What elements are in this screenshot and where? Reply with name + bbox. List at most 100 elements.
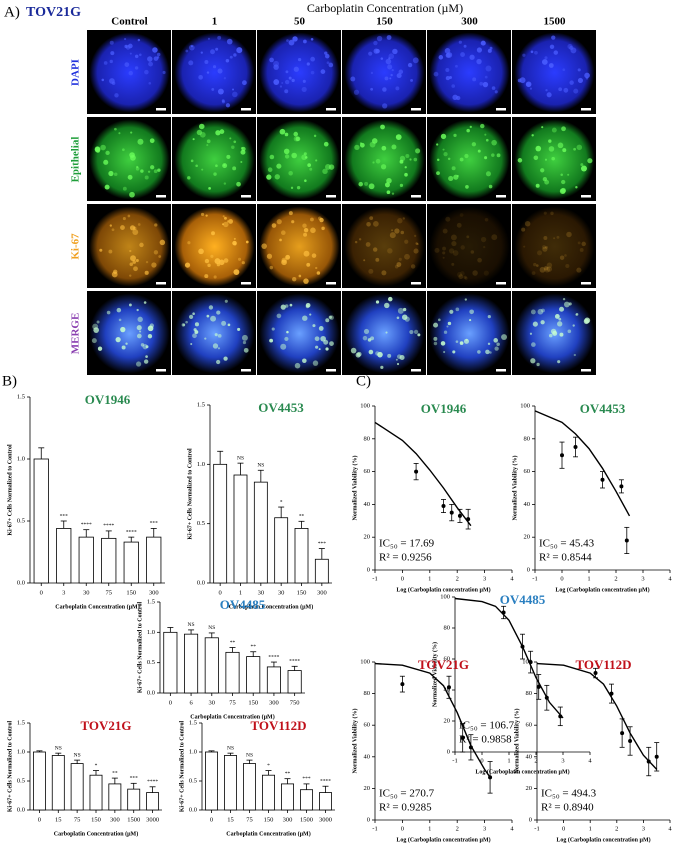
- cell-spot: [551, 156, 555, 161]
- scale-bar: [241, 369, 251, 372]
- cell-spot: [310, 70, 315, 75]
- data-point: [619, 484, 624, 489]
- y-tick-label: 0: [527, 566, 530, 573]
- cell-spot: [577, 77, 583, 84]
- x-tick-label: 300: [269, 699, 279, 706]
- cell-spot: [113, 172, 118, 177]
- cell-spot: [416, 243, 419, 246]
- cell-spot: [210, 49, 215, 55]
- bar: [56, 528, 72, 584]
- cell-spot: [398, 257, 402, 261]
- cell-spot: [120, 326, 126, 333]
- x-tick-label: 3: [62, 589, 65, 596]
- data-point: [558, 714, 563, 719]
- bar: [281, 783, 294, 811]
- cell-spot: [562, 68, 566, 72]
- spheroid: [174, 32, 255, 113]
- cell-spot: [298, 274, 302, 278]
- cell-spot: [328, 315, 332, 319]
- y-tick-label: 80: [524, 435, 531, 442]
- cell-spot: [584, 72, 590, 79]
- cell-spot: [206, 314, 210, 318]
- panel-header: Carboplatin Concentration (µM): [307, 1, 463, 15]
- cell-spot: [562, 148, 567, 153]
- cell-spot: [546, 266, 553, 272]
- cell-spot: [563, 87, 569, 93]
- cell-spot: [279, 128, 286, 135]
- cell-spot: [443, 330, 448, 334]
- row-label: DAPI: [70, 59, 82, 86]
- cell-spot: [438, 318, 441, 322]
- y-tick-label: 60: [524, 468, 531, 475]
- column-label: 300: [461, 16, 478, 28]
- x-tick-label: 2: [615, 825, 618, 832]
- cell-spot: [135, 361, 142, 367]
- cell-spot: [563, 301, 570, 308]
- cell-spot: [567, 43, 573, 50]
- cell-spot: [118, 132, 121, 135]
- bar: [204, 637, 219, 694]
- bar: [146, 536, 162, 584]
- cell-spot: [491, 86, 496, 90]
- cell-spot: [109, 40, 114, 45]
- cell-spot: [189, 44, 195, 51]
- y-axis-label: Ki-67+ Cells Normalized to Control: [179, 721, 185, 813]
- cell-spot: [471, 142, 477, 147]
- cell-spot: [99, 248, 103, 252]
- cell-spot: [350, 347, 357, 354]
- cell-spot: [284, 79, 290, 85]
- cell-spot: [463, 275, 467, 279]
- cell-spot: [580, 163, 584, 167]
- y-axis-label: Ki-67+ Cells Normalized to Control: [7, 721, 13, 813]
- cell-spot: [206, 139, 211, 144]
- y-axis-label: Normalized Viability (%): [351, 709, 358, 774]
- cell-spot: [485, 349, 490, 355]
- cell-spot: [456, 222, 462, 228]
- cell-spot: [135, 259, 139, 263]
- cell-spot: [223, 258, 229, 263]
- cell-spot: [302, 315, 308, 321]
- data-point: [460, 735, 465, 740]
- cell-spot: [543, 211, 547, 215]
- cell-spot: [368, 51, 373, 56]
- scale-bar: [326, 195, 336, 198]
- cell-spot: [271, 223, 277, 228]
- cell-spot: [324, 51, 328, 55]
- cell-spot: [369, 216, 374, 220]
- cell-spot: [217, 347, 221, 350]
- cell-spot: [529, 332, 533, 335]
- cell-spot: [269, 265, 274, 270]
- cell-spot: [91, 338, 97, 344]
- cell-spot: [233, 237, 236, 240]
- cell-spot: [325, 318, 330, 323]
- significance-label: **: [285, 771, 291, 777]
- cell-spot: [198, 123, 205, 130]
- cell-spot: [370, 336, 375, 341]
- cell-spot: [226, 154, 231, 159]
- scale-bar: [156, 369, 166, 372]
- cell-spot: [543, 236, 548, 240]
- bar: [225, 651, 240, 694]
- y-tick-label: 20: [444, 717, 451, 724]
- cell-spot: [559, 306, 565, 312]
- chart-title: TOV112D: [250, 718, 306, 733]
- cell-spot: [288, 39, 295, 46]
- cell-spot: [535, 183, 540, 188]
- bar: [101, 537, 117, 584]
- data-point: [449, 510, 454, 515]
- cell-spot: [417, 333, 421, 337]
- cell-spot: [237, 257, 242, 261]
- significance-label: **: [230, 640, 236, 646]
- cell-spot: [283, 148, 290, 155]
- cell-spot: [447, 321, 452, 326]
- cell-spot: [458, 274, 464, 280]
- cell-spot: [395, 358, 398, 361]
- cell-spot: [382, 87, 387, 92]
- cell-spot: [224, 299, 228, 303]
- cell-spot: [215, 47, 219, 51]
- x-tick-label: 1500: [127, 816, 140, 823]
- y-tick-label: 0.0: [17, 806, 25, 813]
- spheroid: [89, 206, 170, 287]
- cell-spot: [560, 173, 563, 176]
- spheroid: [514, 32, 595, 113]
